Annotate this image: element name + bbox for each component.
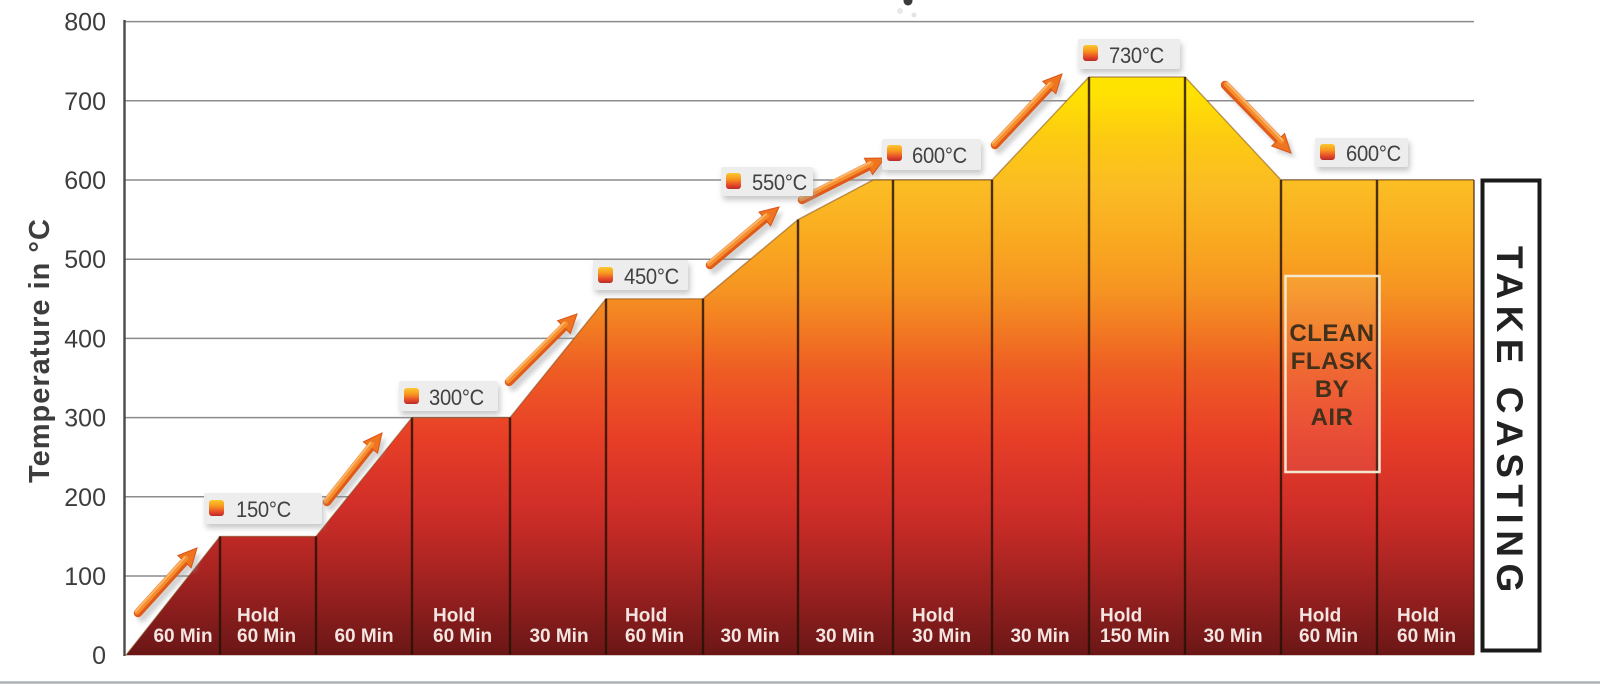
- svg-text:Hold: Hold: [1299, 606, 1341, 627]
- svg-text:700: 700: [64, 88, 106, 116]
- svg-text:Hold: Hold: [625, 606, 667, 627]
- svg-text:60 Min: 60 Min: [1397, 626, 1456, 647]
- svg-text:FLASK: FLASK: [1291, 348, 1374, 375]
- svg-text:600°C: 600°C: [912, 143, 967, 168]
- svg-text:30 Min: 30 Min: [912, 626, 971, 647]
- svg-text:60 Min: 60 Min: [625, 626, 684, 647]
- svg-text:30 Min: 30 Min: [529, 626, 588, 647]
- svg-text:BY: BY: [1315, 376, 1349, 403]
- svg-text:0: 0: [92, 642, 106, 670]
- svg-text:200: 200: [64, 484, 106, 512]
- svg-text:150°C: 150°C: [236, 497, 291, 522]
- svg-text:30 Min: 30 Min: [1010, 626, 1069, 647]
- svg-text:Temperature in °C: Temperature in °C: [24, 218, 56, 483]
- svg-text:450°C: 450°C: [624, 264, 679, 289]
- svg-text:550°C: 550°C: [752, 170, 807, 195]
- svg-text:CLEAN: CLEAN: [1289, 320, 1374, 347]
- svg-text:100: 100: [64, 563, 106, 591]
- svg-text:800: 800: [64, 9, 106, 37]
- svg-text:30 Min: 30 Min: [1203, 626, 1262, 647]
- svg-text:300°C: 300°C: [429, 385, 484, 410]
- svg-text:30 Min: 30 Min: [815, 626, 874, 647]
- svg-text:Hold: Hold: [433, 606, 475, 627]
- svg-text:60 Min: 60 Min: [433, 626, 492, 647]
- svg-text:400: 400: [64, 325, 106, 353]
- svg-text:30 Min: 30 Min: [720, 626, 779, 647]
- svg-text:Hold: Hold: [1397, 606, 1439, 627]
- svg-text:Hold: Hold: [1100, 606, 1142, 627]
- svg-text:AIR: AIR: [1311, 404, 1354, 431]
- svg-text:150 Min: 150 Min: [1100, 626, 1170, 647]
- svg-text:600°C: 600°C: [1346, 141, 1401, 166]
- svg-text:60 Min: 60 Min: [334, 626, 393, 647]
- svg-text:300: 300: [64, 405, 106, 433]
- svg-text:60 Min: 60 Min: [153, 626, 212, 647]
- svg-text:Hold: Hold: [912, 606, 954, 627]
- svg-text:60 Min: 60 Min: [1299, 626, 1358, 647]
- svg-text:600: 600: [64, 167, 106, 195]
- svg-text:500: 500: [64, 246, 106, 274]
- svg-text:Hold: Hold: [237, 606, 279, 627]
- svg-text:60 Min: 60 Min: [237, 626, 296, 647]
- svg-text:TAKE CASTING: TAKE CASTING: [1489, 246, 1530, 599]
- svg-text:730°C: 730°C: [1109, 43, 1164, 68]
